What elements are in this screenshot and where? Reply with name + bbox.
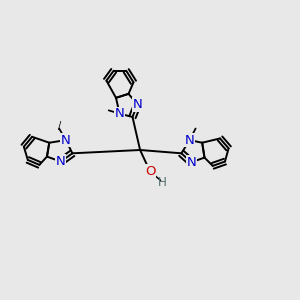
Text: N: N	[186, 156, 196, 169]
Text: N: N	[185, 134, 194, 147]
Text: N: N	[133, 98, 142, 111]
Text: /: /	[58, 121, 61, 131]
Text: N: N	[115, 107, 124, 120]
Text: N: N	[56, 155, 66, 168]
Text: N: N	[61, 134, 71, 147]
Text: H: H	[158, 176, 167, 188]
Text: O: O	[145, 165, 155, 178]
